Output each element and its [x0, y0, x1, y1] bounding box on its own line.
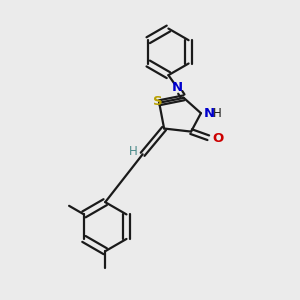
Text: N: N	[204, 107, 215, 120]
Text: S: S	[152, 95, 162, 108]
Text: N: N	[172, 81, 183, 94]
Text: H: H	[213, 107, 222, 120]
Text: H: H	[129, 145, 138, 158]
Text: O: O	[213, 133, 224, 146]
